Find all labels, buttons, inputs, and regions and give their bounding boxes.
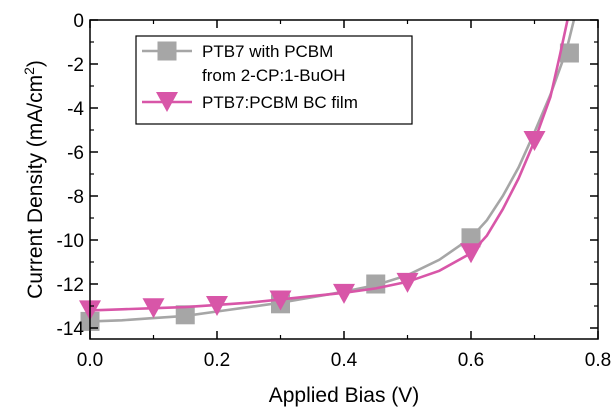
axes: 0.0 0.2 0.4 0.6 0.8 0 -2 -4 -6 -8 -10 -12 -14 (57, 11, 612, 371)
series-2-marker (460, 243, 482, 264)
legend-label-2: PTB7:PCBM BC film (202, 93, 358, 112)
y-axis-label: Current Density (mA/cm2) (21, 60, 47, 299)
y-tick-label: -8 (67, 187, 84, 208)
y-tick-label: -12 (57, 275, 84, 296)
series-2-marker (269, 290, 292, 311)
y-tick-label: -4 (67, 99, 84, 120)
legend-marker-2 (156, 92, 178, 112)
x-axis-label: Applied Bias (V) (269, 384, 420, 407)
y-axis-label-main: Current Density (mA/cm (24, 75, 47, 299)
y-axis-label-close: ) (24, 60, 47, 67)
x-tick-label: 0.0 (77, 350, 103, 371)
series-1-marker (366, 274, 386, 294)
series-1-marker (175, 305, 195, 325)
x-tick-label: 0.6 (458, 350, 484, 371)
legend-marker-1 (157, 41, 177, 61)
y-tick-label: -6 (67, 143, 84, 164)
y-axis-label-superscript: 2 (21, 67, 37, 75)
y-tick-label: -2 (67, 55, 84, 76)
legend: PTB7 with PCBM from 2-CP:1-BuOH PTB7:PCBM … (135, 35, 413, 125)
series-2-marker (523, 131, 546, 151)
x-tick-label: 0.4 (331, 350, 358, 371)
plot-area (79, 19, 579, 331)
series-2-marker (206, 296, 228, 316)
series-2-marker (396, 272, 419, 293)
series-line-2 (90, 19, 569, 312)
series-1-marker (559, 43, 579, 63)
series-2-marker (333, 283, 355, 304)
legend-label-1: PTB7 with PCBM (202, 42, 333, 61)
legend-label-1-line2: from 2-CP:1-BuOH (202, 66, 346, 85)
series-2-marker (142, 298, 165, 319)
x-tick-label: 0.8 (585, 350, 611, 371)
y-tick-label: -14 (57, 319, 85, 340)
x-tick-label: 0.2 (204, 350, 230, 371)
y-tick-label: 0 (73, 11, 84, 32)
y-tick-label: -10 (57, 231, 84, 252)
series-1-marker (461, 228, 481, 248)
